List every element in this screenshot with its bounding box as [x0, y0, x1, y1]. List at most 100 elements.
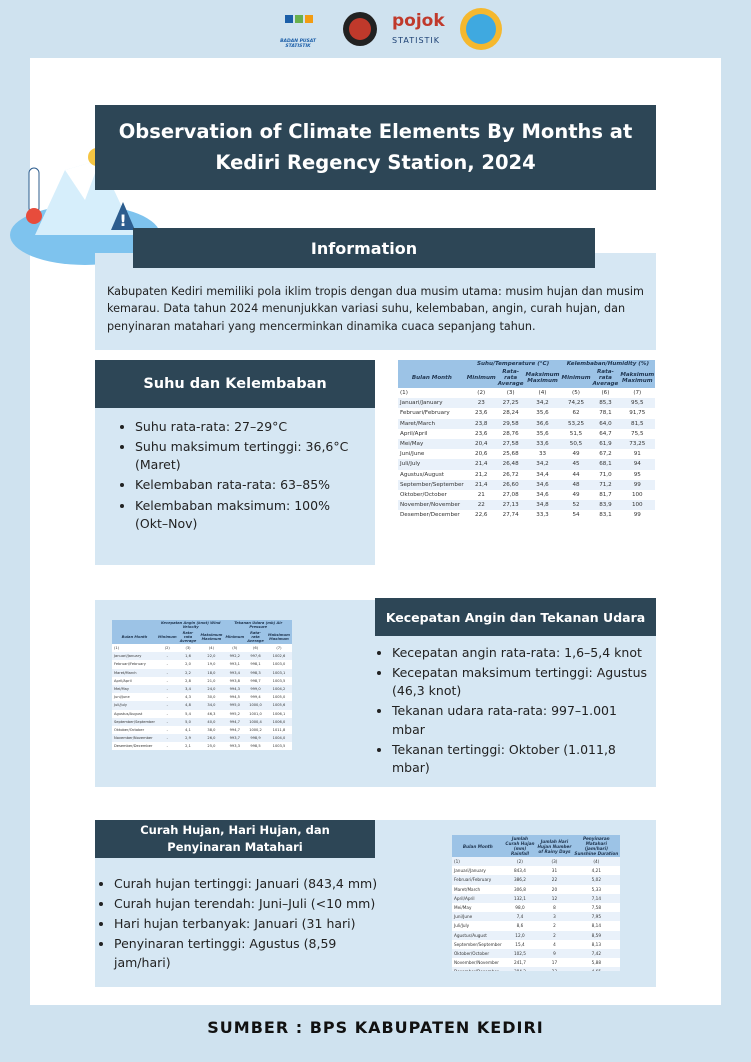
table-cell: Maret/March [454, 886, 481, 892]
table-cell: 8 [553, 905, 556, 911]
bullet: Tekanan tertinggi: Oktober (1.011,8 mbar… [392, 741, 650, 777]
bullet: Kecepatan angin rata-rata: 1,6–5,4 knot [392, 644, 650, 662]
table-cell: Januari/January [398, 398, 466, 409]
table-cell: 73,25 [619, 438, 655, 450]
table-cell: 102,5 [503, 948, 537, 959]
column-number: (6) [601, 390, 610, 397]
table-cell: 993,4 [224, 668, 246, 677]
table-cell: April/April [452, 893, 504, 903]
table-cell: - [156, 668, 178, 677]
data-table: Kecepatan Angin (knot) Wind Velocity Teka… [112, 620, 292, 767]
table-cell: 7,42 [572, 948, 620, 959]
table-cell: 48 [560, 479, 592, 490]
table-cell: 62 [572, 410, 580, 417]
table-cell: 5,33 [591, 886, 601, 892]
table-row: Februari/February - 2,0 19,0 993,1 998,1 1003,… [112, 660, 292, 668]
table-row: September/September -5,0 40,0 994,7 1000,4 10… [112, 717, 292, 726]
column-number: (3) [506, 390, 515, 397]
table-cell: 91,75 [629, 410, 646, 417]
table-row: Juli/July -4,8 34,0 995,0 1000,0 1005,6 [112, 701, 292, 710]
table-cell: 1004,0 [265, 734, 292, 743]
table-cell: 1011,8 [272, 727, 286, 732]
table-cell: 2 [536, 930, 573, 940]
table-cell: 33 [538, 451, 547, 458]
table-cell: 29,58 [496, 418, 525, 429]
info-heading: Information [133, 228, 595, 268]
table-cell: 27,25 [496, 398, 525, 409]
bullet-list: Suhu rata-rata: 27–29°C Suhu maksimum ter… [113, 418, 365, 533]
column-number: (2) [477, 390, 486, 397]
footer: SUMBER : BPS KABUPATEN KEDIRI [207, 1018, 544, 1037]
table-cell: 18,0 [198, 668, 225, 677]
table: Bulan Month Jumlah Curah Hujan (mm) Rainf… [452, 835, 620, 971]
table-cell: 27,74 [502, 512, 519, 519]
table-cell: 99 [633, 512, 641, 519]
table-cell: 23,6 [475, 410, 488, 417]
table-cell: 44 [572, 471, 580, 478]
badge [459, 8, 502, 50]
table-cell: 23,8 [465, 418, 497, 429]
table-cell: 83,1 [599, 512, 612, 519]
table-cell: Juli/July [112, 701, 157, 710]
table-cell: 20,6 [475, 451, 488, 458]
table-cell: 993,3 [229, 744, 240, 749]
table-row: Oktober/October 21 27,08 34,6 49 81,7 100 [398, 490, 655, 500]
table-cell: 384,2 [503, 967, 537, 971]
bullet: Suhu rata-rata: 27–29°C [135, 418, 365, 436]
table-cell: April/April [114, 678, 132, 683]
table-row: Juni/June 7,4 3 7,95 [452, 912, 620, 922]
table-row: November/November 22 27,13 34,8 52 83,9 100 [398, 500, 655, 511]
table-cell: 35,6 [536, 430, 549, 437]
column-number: (4) [208, 646, 214, 651]
table-cell: 386,2 [503, 875, 537, 885]
table-cell: 27,08 [502, 491, 519, 498]
table-cell: - [166, 678, 168, 683]
table-cell: 306,8 [513, 886, 526, 892]
table-cell: - [156, 734, 178, 743]
table-cell: 995,0 [224, 701, 246, 710]
table-cell: Juli/July [454, 923, 470, 929]
table-cell: 34,4 [536, 471, 549, 478]
group-row: Suhu/Temperature (°C) Kelembaban/Humidity… [398, 360, 655, 368]
table-cell: 2,8 [185, 678, 191, 683]
table-cell: 2 [553, 923, 556, 929]
table-cell: 1000,0 [245, 701, 266, 710]
column-header: Jumlah Hari Hujan Number of Rainy Days [536, 835, 573, 857]
table-cell: 1000,4 [245, 717, 266, 726]
bullet: Kecepatan maksimum tertinggi: Agustus (4… [392, 664, 650, 700]
table-cell: 23 [536, 967, 573, 971]
table-row: Januari/January -1,6 22,0 992,2 997,6 1002,6 [112, 652, 292, 661]
table-cell: 26,0 [198, 734, 225, 743]
table-row: Februari/February 386,2 22 5,02 [452, 875, 620, 885]
table-cell: Januari/January [112, 652, 157, 661]
table-cell: 23 [465, 398, 497, 409]
column-number: (7) [276, 646, 282, 651]
column-number: (1) [452, 857, 504, 867]
table-row: Maret/March 23,8 29,58 36,6 53,25 64,0 81,5 [398, 418, 655, 429]
bullet: Hari hujan terbanyak: Januari (31 hari) [114, 915, 382, 933]
table-cell: 998,3 [245, 668, 266, 677]
table-cell: 100 [631, 491, 643, 498]
table-cell: Maret/March [112, 668, 157, 677]
table: Kecepatan Angin (knot) Wind Velocity Teka… [112, 620, 292, 751]
table-cell: 993,1 [229, 662, 240, 667]
table-cell: 2,9 [177, 734, 199, 743]
table-cell: - [166, 744, 168, 749]
section-body: Suhu rata-rata: 27–29°C Suhu maksimum ter… [95, 408, 375, 565]
column-header: Maksimum Maximum [524, 368, 561, 388]
table-cell: 843,4 [513, 868, 526, 874]
table-cell: 64,7 [599, 430, 612, 437]
table-cell: 20 [551, 886, 558, 892]
table-cell: 7,4 [503, 912, 537, 922]
table-cell: 3 [536, 912, 573, 922]
table-cell: 21,4 [465, 459, 497, 470]
pojok-logo: pojok STATISTIK [392, 12, 445, 46]
bullet-list: Curah hujan tertinggi: Januari (843,4 mm… [92, 875, 382, 972]
table-cell: 5,88 [591, 960, 601, 966]
group-row: Kecepatan Angin (knot) Wind Velocity Teka… [112, 620, 292, 630]
table-cell: 1003,5 [272, 678, 286, 683]
table-cell: April/April [400, 430, 428, 437]
bullet: Suhu maksimum tertinggi: 36,6°C (Maret) [135, 438, 365, 474]
table-cell: 95 [633, 471, 641, 478]
table-cell: November/November [454, 960, 499, 966]
